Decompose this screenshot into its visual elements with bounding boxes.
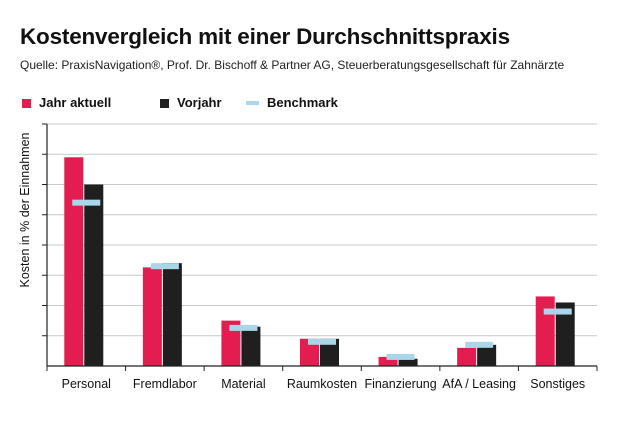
category-label: Sonstiges xyxy=(530,377,585,391)
legend-label-current: Jahr aktuell xyxy=(39,95,112,110)
category-label: Personal xyxy=(62,377,111,391)
category-label: Finanzierung xyxy=(364,377,436,391)
chart-title: Kostenvergleich mit einer Durchschnittsp… xyxy=(20,24,510,49)
benchmark-marker xyxy=(308,338,336,345)
category-label: AfA / Leasing xyxy=(442,377,516,391)
benchmark-marker xyxy=(229,324,258,331)
category-label: Raumkosten xyxy=(287,377,357,391)
legend-swatch-benchmark xyxy=(246,101,259,105)
benchmark-marker xyxy=(72,199,101,206)
legend-label-previous: Vorjahr xyxy=(177,95,222,110)
benchmark-marker xyxy=(386,353,415,360)
bar-current xyxy=(535,296,555,366)
bar-current xyxy=(142,267,162,366)
bar-previous xyxy=(84,184,104,366)
bar-current xyxy=(64,157,84,366)
bars xyxy=(64,157,575,366)
category-label: Material xyxy=(221,377,265,391)
y-axis-label: Kosten in % der Einnahmen xyxy=(18,132,32,287)
bar-previous xyxy=(555,302,575,366)
benchmark-markers xyxy=(72,199,572,360)
bar-previous xyxy=(477,344,497,366)
bar-current xyxy=(221,320,241,366)
category-labels: Personal Fremdlabor Material Raumkosten Fina… xyxy=(62,377,586,391)
benchmark-marker xyxy=(465,341,494,348)
chart-subtitle: Quelle: PraxisNavigation®, Prof. Dr. Bis… xyxy=(20,58,565,72)
bar-previous xyxy=(320,338,339,366)
bar-previous xyxy=(398,358,418,366)
benchmark-marker xyxy=(150,263,179,270)
grid-lines xyxy=(42,123,597,337)
bar-current xyxy=(300,338,319,366)
benchmark-marker xyxy=(543,308,572,315)
category-label: Fremdlabor xyxy=(133,377,197,391)
legend-label-benchmark: Benchmark xyxy=(267,95,338,110)
bar-previous xyxy=(241,326,261,366)
legend-swatch-current xyxy=(22,99,31,108)
bar-current xyxy=(457,347,477,366)
axes xyxy=(46,124,598,371)
bar-previous xyxy=(162,263,182,366)
bar-current xyxy=(378,356,398,366)
legend-swatch-previous xyxy=(160,99,169,108)
